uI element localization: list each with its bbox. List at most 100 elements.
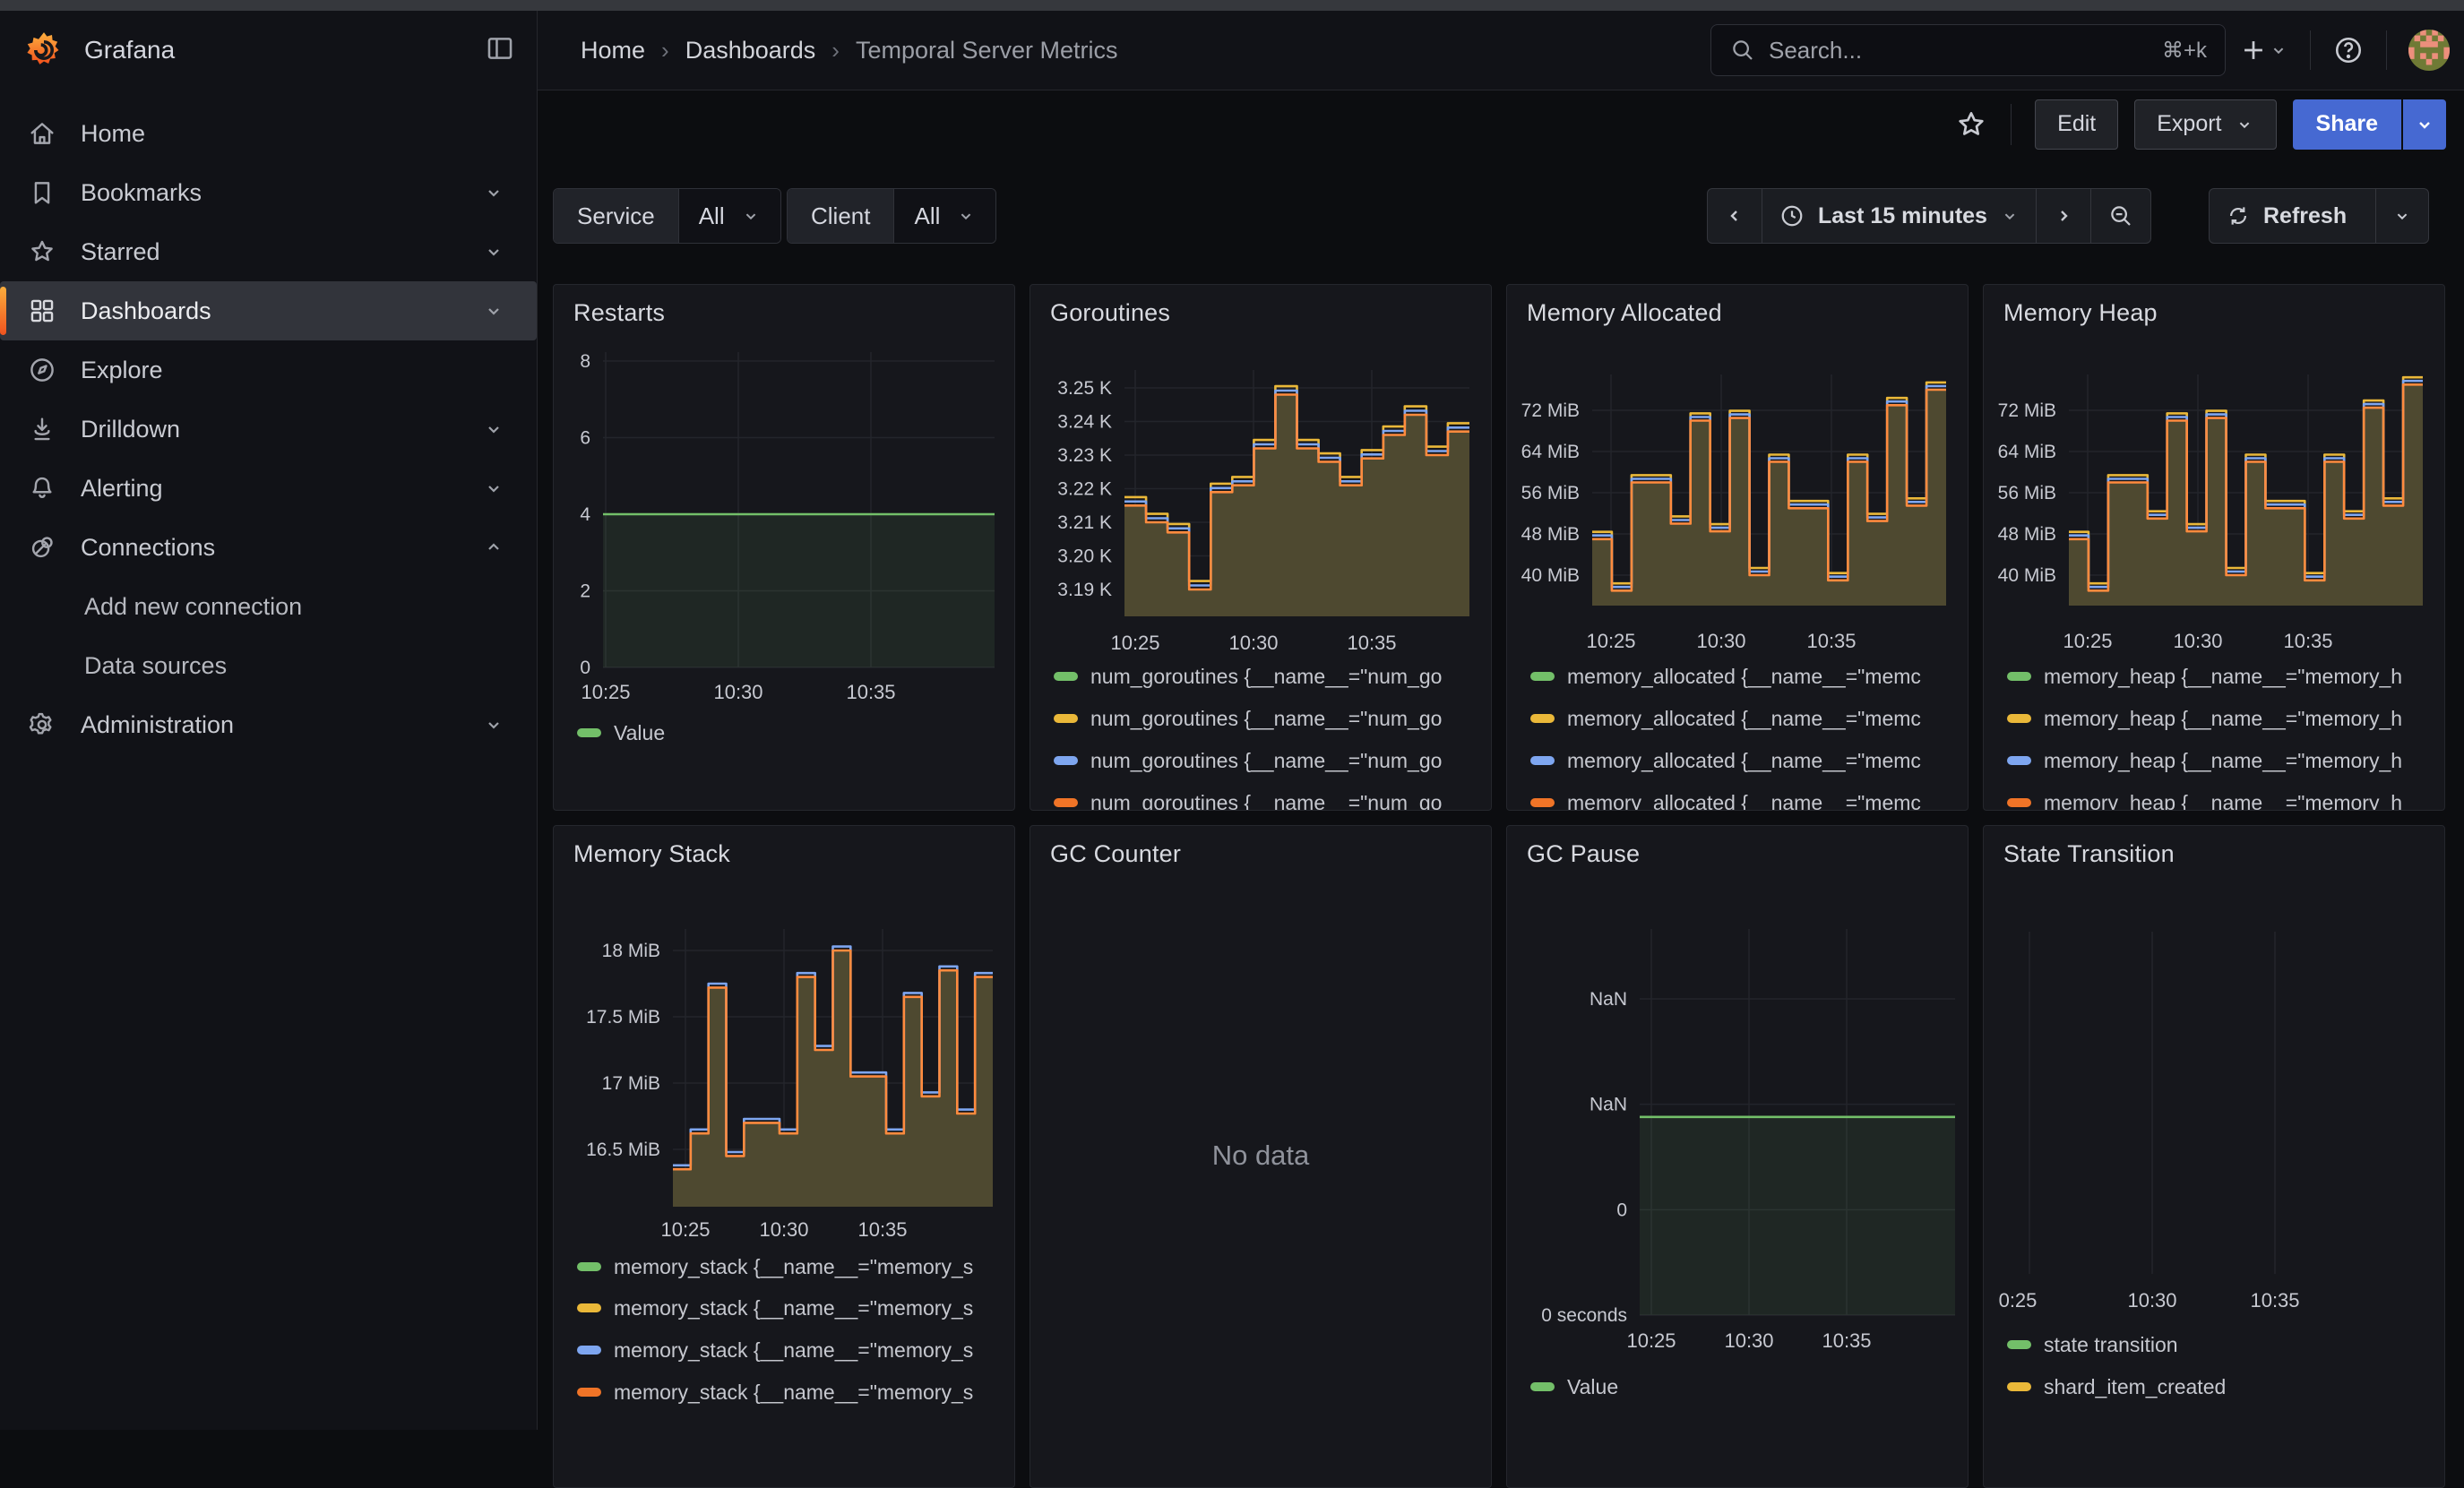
client-filter-value[interactable]: All	[893, 189, 995, 243]
client-filter: Client All	[787, 188, 996, 244]
add-button[interactable]	[2238, 35, 2288, 65]
sidebar-item-connections[interactable]: Connections	[0, 518, 537, 577]
legend-label: memory_stack {__name__="memory_s	[614, 1338, 973, 1363]
help-button[interactable]	[2332, 34, 2365, 66]
sidebar-item-administration[interactable]: Administration	[0, 695, 537, 754]
plus-icon	[2238, 35, 2269, 65]
sidebar-item-label: Drilldown	[81, 416, 483, 443]
sidebar-item-label: Starred	[81, 238, 483, 266]
legend-item[interactable]: memory_allocated {__name__="memc	[1530, 663, 1921, 690]
chevron-down-icon	[483, 300, 504, 322]
svg-text:10:30: 10:30	[1228, 632, 1278, 654]
star-icon	[27, 237, 57, 267]
sidebar-item-explore[interactable]: Explore	[0, 340, 537, 400]
share-button[interactable]: Share	[2293, 99, 2401, 150]
legend-item[interactable]: memory_heap {__name__="memory_h	[2007, 663, 2402, 690]
chevron-down-icon	[956, 206, 976, 226]
legend-item[interactable]: memory_stack {__name__="memory_s	[577, 1379, 973, 1406]
chevron-left-icon	[1724, 205, 1745, 227]
legend-item[interactable]: memory_heap {__name__="memory_h	[2007, 747, 2402, 774]
legend-item[interactable]: state transition	[2007, 1331, 2178, 1358]
legend-item[interactable]: memory_allocated {__name__="memc	[1530, 747, 1921, 774]
time-range-picker[interactable]: Last 15 minutes	[1762, 189, 2036, 243]
search-input[interactable]: Search... ⌘+k	[1710, 24, 2226, 76]
share-label: Share	[2316, 111, 2378, 137]
legend-item[interactable]: memory_heap {__name__="memory_h	[2007, 789, 2402, 811]
svg-text:0: 0	[580, 658, 590, 678]
legend-item[interactable]: memory_stack {__name__="memory_s	[577, 1337, 973, 1363]
svg-text:17 MiB: 17 MiB	[602, 1073, 660, 1094]
svg-text:0 seconds: 0 seconds	[1541, 1305, 1627, 1326]
time-shift-back-button[interactable]	[1708, 189, 1762, 243]
sidebar-item-dashboards[interactable]: Dashboards	[0, 281, 537, 340]
sidebar-item-drilldown[interactable]: Drilldown	[0, 400, 537, 459]
legend-item[interactable]: num_goroutines {__name__="num_go	[1054, 747, 1442, 774]
edit-label: Edit	[2057, 111, 2096, 137]
service-filter-value[interactable]: All	[678, 189, 780, 243]
zoom-out-button[interactable]	[2090, 189, 2150, 243]
search-icon	[1729, 37, 1756, 64]
legend-item[interactable]: Value	[1530, 1373, 1618, 1400]
legend-swatch	[1530, 672, 1555, 681]
legend-item[interactable]: num_goroutines {__name__="num_go	[1054, 705, 1442, 732]
sidebar-nav: HomeBookmarks Starred Dashboards Explore Dri…	[0, 90, 538, 1430]
legend-item[interactable]: memory_allocated {__name__="memc	[1530, 789, 1921, 811]
svg-text:48 MiB: 48 MiB	[1998, 524, 2056, 545]
sidebar-item-starred[interactable]: Starred	[0, 222, 537, 281]
home-icon	[27, 118, 57, 149]
svg-text:48 MiB: 48 MiB	[1521, 524, 1580, 545]
svg-text:3.20 K: 3.20 K	[1057, 546, 1112, 567]
sidebar-item-data-sources[interactable]: Data sources	[0, 636, 537, 695]
share-menu-button[interactable]	[2403, 99, 2446, 150]
favorite-star-button[interactable]	[1955, 108, 1987, 141]
service-filter-label: Service	[554, 189, 678, 243]
legend-item[interactable]: memory_stack {__name__="memory_s	[577, 1253, 973, 1280]
legend-swatch	[1054, 756, 1078, 765]
avatar[interactable]	[2408, 30, 2450, 71]
grafana-logo-icon[interactable]	[23, 30, 65, 71]
refresh-button[interactable]: Refresh	[2210, 189, 2375, 243]
breadcrumb-dashboards[interactable]: Dashboards	[685, 37, 816, 65]
legend-item[interactable]: shard_item_created	[2007, 1373, 2226, 1400]
svg-text:56 MiB: 56 MiB	[1998, 483, 2056, 503]
legend-item[interactable]: num_goroutines {__name__="num_go	[1054, 789, 1442, 811]
help-icon	[2332, 34, 2365, 66]
legend-label: memory_allocated {__name__="memc	[1567, 749, 1921, 773]
edit-button[interactable]: Edit	[2035, 99, 2118, 150]
svg-text:10:35: 10:35	[846, 681, 895, 703]
legend-item[interactable]: num_goroutines {__name__="num_go	[1054, 663, 1442, 690]
breadcrumb-home[interactable]: Home	[581, 37, 645, 65]
sidebar-item-alerting[interactable]: Alerting	[0, 459, 537, 518]
refresh-interval-button[interactable]	[2375, 189, 2428, 243]
legend-item[interactable]: memory_allocated {__name__="memc	[1530, 705, 1921, 732]
svg-text:64 MiB: 64 MiB	[1998, 442, 2056, 462]
sidebar-item-add-new-connection[interactable]: Add new connection	[0, 577, 537, 636]
time-shift-forward-button[interactable]	[2036, 189, 2090, 243]
svg-text:10:30: 10:30	[2173, 630, 2222, 652]
chevron-down-icon	[2414, 114, 2435, 135]
sidebar-item-home[interactable]: Home	[0, 104, 537, 163]
client-filter-selected: All	[914, 202, 940, 230]
sidebar-item-bookmarks[interactable]: Bookmarks	[0, 163, 537, 222]
service-filter-selected: All	[699, 202, 725, 230]
legend-swatch	[2007, 714, 2031, 723]
panel-title[interactable]: GC Counter	[1050, 840, 1181, 868]
panel-toggle-icon[interactable]	[485, 33, 515, 68]
sidebar-item-label: Explore	[81, 357, 537, 384]
bell-icon	[27, 473, 57, 503]
svg-text:16.5 MiB: 16.5 MiB	[586, 1140, 660, 1160]
search-placeholder: Search...	[1769, 37, 2162, 65]
export-button[interactable]: Export	[2134, 99, 2276, 150]
legend-label: state transition	[2044, 1333, 2178, 1357]
legend-swatch	[2007, 798, 2031, 807]
legend-item[interactable]: memory_stack {__name__="memory_s	[577, 1294, 973, 1321]
legend-item[interactable]: memory_heap {__name__="memory_h	[2007, 705, 2402, 732]
svg-text:10:25: 10:25	[1110, 632, 1159, 654]
sidebar-item-label: Add new connection	[84, 593, 537, 621]
panel-gcpause: GC PauseNaNNaN00 seconds10:2510:3010:35V…	[1506, 825, 1969, 1488]
svg-text:NaN: NaN	[1590, 1095, 1627, 1115]
legend-label: memory_heap {__name__="memory_h	[2044, 749, 2402, 773]
svg-text:3.25 K: 3.25 K	[1057, 378, 1112, 399]
legend-item[interactable]: Value	[577, 719, 665, 746]
svg-text:10:25: 10:25	[1586, 630, 1635, 652]
